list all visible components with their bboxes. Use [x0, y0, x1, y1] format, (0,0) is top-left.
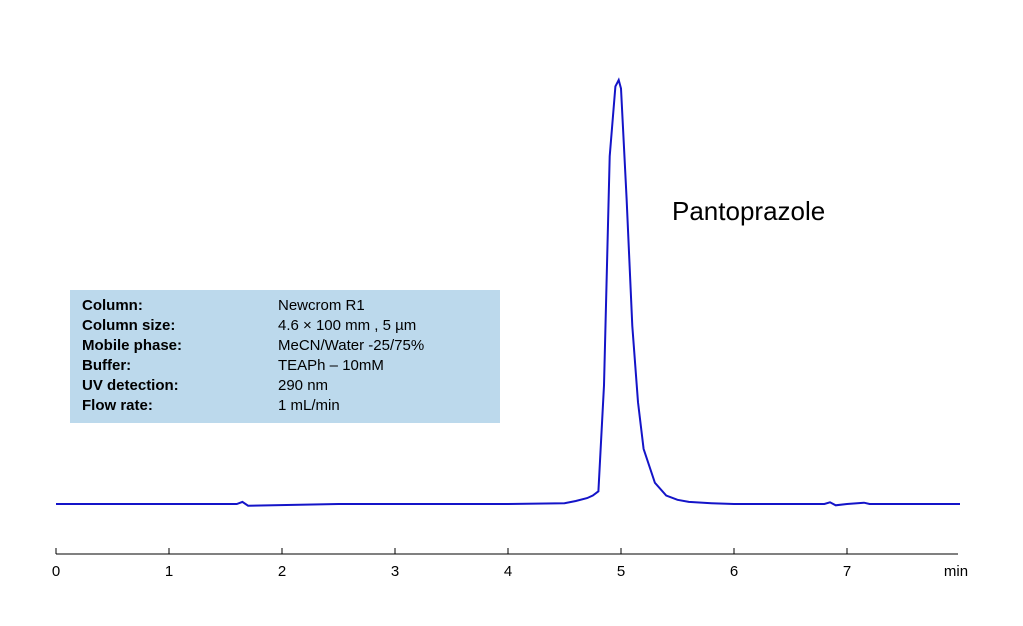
x-tick-label: 7	[843, 563, 851, 580]
condition-value: MeCN/Water -25/75%	[278, 337, 425, 354]
condition-key: UV detection:	[82, 377, 179, 394]
condition-value: Newcrom R1	[278, 297, 365, 314]
chromatogram-trace	[56, 77, 960, 507]
x-tick-label: 3	[391, 563, 399, 580]
condition-row-column-size: Column size: 4.6 × 100 mm , 5 µm	[82, 317, 492, 337]
x-axis-label: min	[944, 563, 968, 580]
condition-row-buffer: Buffer: TEAPh – 10mM	[82, 357, 492, 377]
x-tick-label: 6	[730, 563, 738, 580]
x-tick-label: 0	[52, 563, 60, 580]
condition-key: Column size:	[82, 317, 176, 334]
condition-row-mobile-phase: Mobile phase: MeCN/Water -25/75%	[82, 337, 492, 357]
condition-value: TEAPh – 10mM	[278, 357, 384, 374]
condition-value: 290 nm	[278, 377, 329, 394]
condition-key: Column:	[82, 297, 143, 314]
x-tick-label: 5	[617, 563, 625, 580]
condition-value: 4.6 × 100 mm , 5 µm	[278, 317, 417, 334]
x-tick-label: 4	[504, 563, 512, 580]
condition-value: 1 mL/min	[278, 397, 340, 414]
condition-row-flow-rate: Flow rate: 1 mL/min	[82, 397, 492, 417]
x-tick-label: 1	[165, 563, 173, 580]
condition-key: Flow rate:	[82, 397, 153, 414]
condition-key: Mobile phase:	[82, 337, 183, 354]
conditions-box: Column: Newcrom R1 Column size: 4.6 × 10…	[70, 290, 500, 423]
x-tick-label: 2	[278, 563, 286, 580]
condition-key: Buffer:	[82, 357, 132, 374]
condition-row-column: Column: Newcrom R1	[82, 297, 492, 317]
condition-row-uv-detection: UV detection: 290 nm	[82, 377, 492, 397]
peak-label-pantoprazole: Pantoprazole	[672, 196, 826, 226]
